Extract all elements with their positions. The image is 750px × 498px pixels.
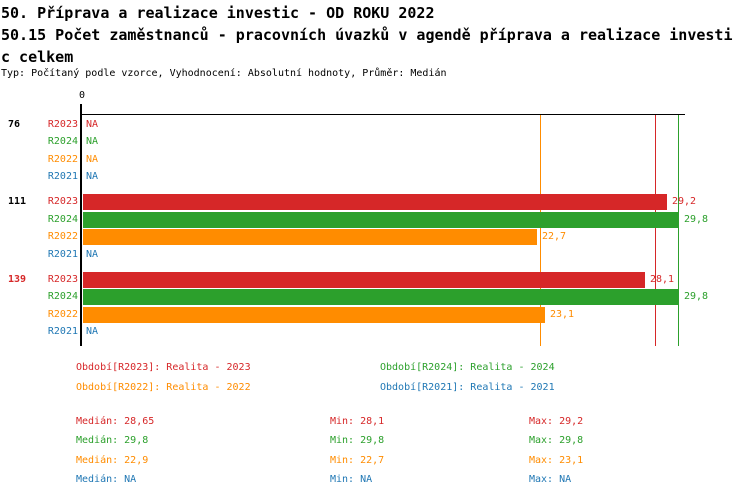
legend-item-R2021: Období[R2021]: Realita - 2021 <box>380 382 555 393</box>
row-label-R2024: R2024 <box>47 136 78 147</box>
row-label-R2024: R2024 <box>47 291 78 302</box>
value-label-R2024: 29,8 <box>684 291 709 302</box>
na-label-R2024: NA <box>86 136 99 147</box>
x-axis-line <box>80 114 685 115</box>
bar-R2022 <box>83 229 537 245</box>
legend-item-R2024: Období[R2024]: Realita - 2024 <box>380 362 555 373</box>
stat-max-R2022: Max: 23,1 <box>529 455 584 466</box>
stat-min-R2021: Min: NA <box>330 474 373 485</box>
na-label-R2023: NA <box>86 118 99 130</box>
bar-R2024 <box>83 211 679 228</box>
row-label-R2021: R2021 <box>47 248 78 260</box>
bar-R2023 <box>83 271 645 288</box>
stat-max-R2021: Max: NA <box>529 474 572 485</box>
value-label-R2023: 28,1 <box>650 273 675 285</box>
median-line-R2023 <box>655 114 656 346</box>
row-label-R2023: R2023 <box>47 273 78 285</box>
group-label: 76 <box>8 118 21 130</box>
bar-R2023 <box>83 194 667 210</box>
stat-median-R2023: Medián: 28,65 <box>76 416 155 427</box>
group-label: 139 <box>8 273 27 285</box>
legend-item-R2022: Období[R2022]: Realita - 2022 <box>76 382 251 393</box>
chart-meta-line: Typ: Počítaný podle vzorce, Vyhodnocení:… <box>1 68 447 79</box>
value-label-R2024: 29,8 <box>684 213 709 225</box>
median-line-R2024 <box>678 114 679 346</box>
na-label-R2021: NA <box>86 171 99 182</box>
row-label-R2023: R2023 <box>47 118 78 130</box>
row-label-R2022: R2022 <box>47 231 78 242</box>
x-axis-zero-label: 0 <box>78 90 86 101</box>
value-label-R2022: 22,7 <box>542 231 567 242</box>
stat-max-R2024: Max: 29,8 <box>529 435 584 446</box>
page-title-line2: 50.15 Počet zaměstnanců - pracovních úva… <box>1 26 733 44</box>
group-label: 111 <box>8 196 27 207</box>
na-label-R2021: NA <box>86 248 99 260</box>
row-label-R2023: R2023 <box>47 196 78 207</box>
bar-R2024 <box>83 289 679 305</box>
bar-R2022 <box>83 306 545 323</box>
stat-max-R2023: Max: 29,2 <box>529 416 584 427</box>
value-label-R2023: 29,2 <box>672 196 697 207</box>
row-label-R2024: R2024 <box>47 213 78 225</box>
page-title-line3: c celkem <box>1 48 74 66</box>
stat-median-R2022: Medián: 22,9 <box>76 455 149 466</box>
page-title-line1: 50. Příprava a realizace investic - OD R… <box>1 4 435 22</box>
na-label-R2022: NA <box>86 153 99 165</box>
row-label-R2022: R2022 <box>47 153 78 165</box>
stat-min-R2023: Min: 28,1 <box>330 416 385 427</box>
stat-min-R2024: Min: 29,8 <box>330 435 385 446</box>
na-label-R2021: NA <box>86 326 99 337</box>
row-label-R2021: R2021 <box>47 171 78 182</box>
row-label-R2022: R2022 <box>47 308 78 320</box>
value-label-R2022: 23,1 <box>550 308 575 320</box>
y-axis-line <box>80 104 82 346</box>
legend-item-R2023: Období[R2023]: Realita - 2023 <box>76 362 251 373</box>
median-line-R2022 <box>540 114 541 346</box>
stat-median-R2021: Medián: NA <box>76 474 137 485</box>
stat-min-R2022: Min: 22,7 <box>330 455 385 466</box>
stat-median-R2024: Medián: 29,8 <box>76 435 149 446</box>
row-label-R2021: R2021 <box>47 326 78 337</box>
